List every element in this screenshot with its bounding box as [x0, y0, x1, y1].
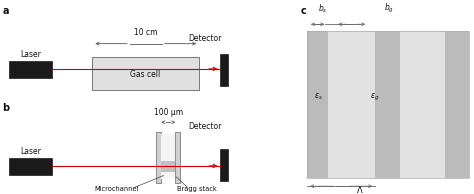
- Bar: [445, 31, 469, 178]
- Bar: [9, 61, 52, 78]
- Bar: [161, 134, 175, 179]
- Bar: [307, 31, 328, 178]
- Text: 100 μm: 100 μm: [154, 108, 183, 117]
- Bar: [220, 54, 228, 86]
- Bar: [220, 149, 228, 181]
- Text: $b_g$: $b_g$: [383, 2, 394, 15]
- Text: c: c: [301, 6, 307, 16]
- Bar: [156, 132, 161, 183]
- Bar: [328, 31, 375, 178]
- Text: Microchannel: Microchannel: [94, 186, 138, 192]
- Text: a: a: [2, 6, 9, 16]
- Bar: [9, 158, 52, 175]
- Text: Detector: Detector: [189, 122, 222, 131]
- Text: $b_s$: $b_s$: [318, 3, 327, 15]
- Text: Bragg stack: Bragg stack: [177, 186, 217, 192]
- Text: Gas cell: Gas cell: [130, 70, 161, 79]
- Text: $\Lambda$: $\Lambda$: [356, 184, 364, 194]
- Bar: [307, 31, 469, 178]
- Text: Laser: Laser: [20, 50, 41, 59]
- Text: $\epsilon_s$: $\epsilon_s$: [314, 92, 323, 102]
- Text: Detector: Detector: [189, 34, 222, 43]
- Text: $\epsilon_g$: $\epsilon_g$: [370, 91, 379, 103]
- Text: Laser: Laser: [20, 147, 41, 156]
- Bar: [161, 161, 175, 172]
- Bar: [375, 31, 400, 178]
- Bar: [400, 31, 445, 178]
- Text: b: b: [2, 103, 9, 113]
- Bar: [175, 132, 180, 183]
- Text: 10 cm: 10 cm: [134, 29, 157, 37]
- Bar: [92, 57, 199, 90]
